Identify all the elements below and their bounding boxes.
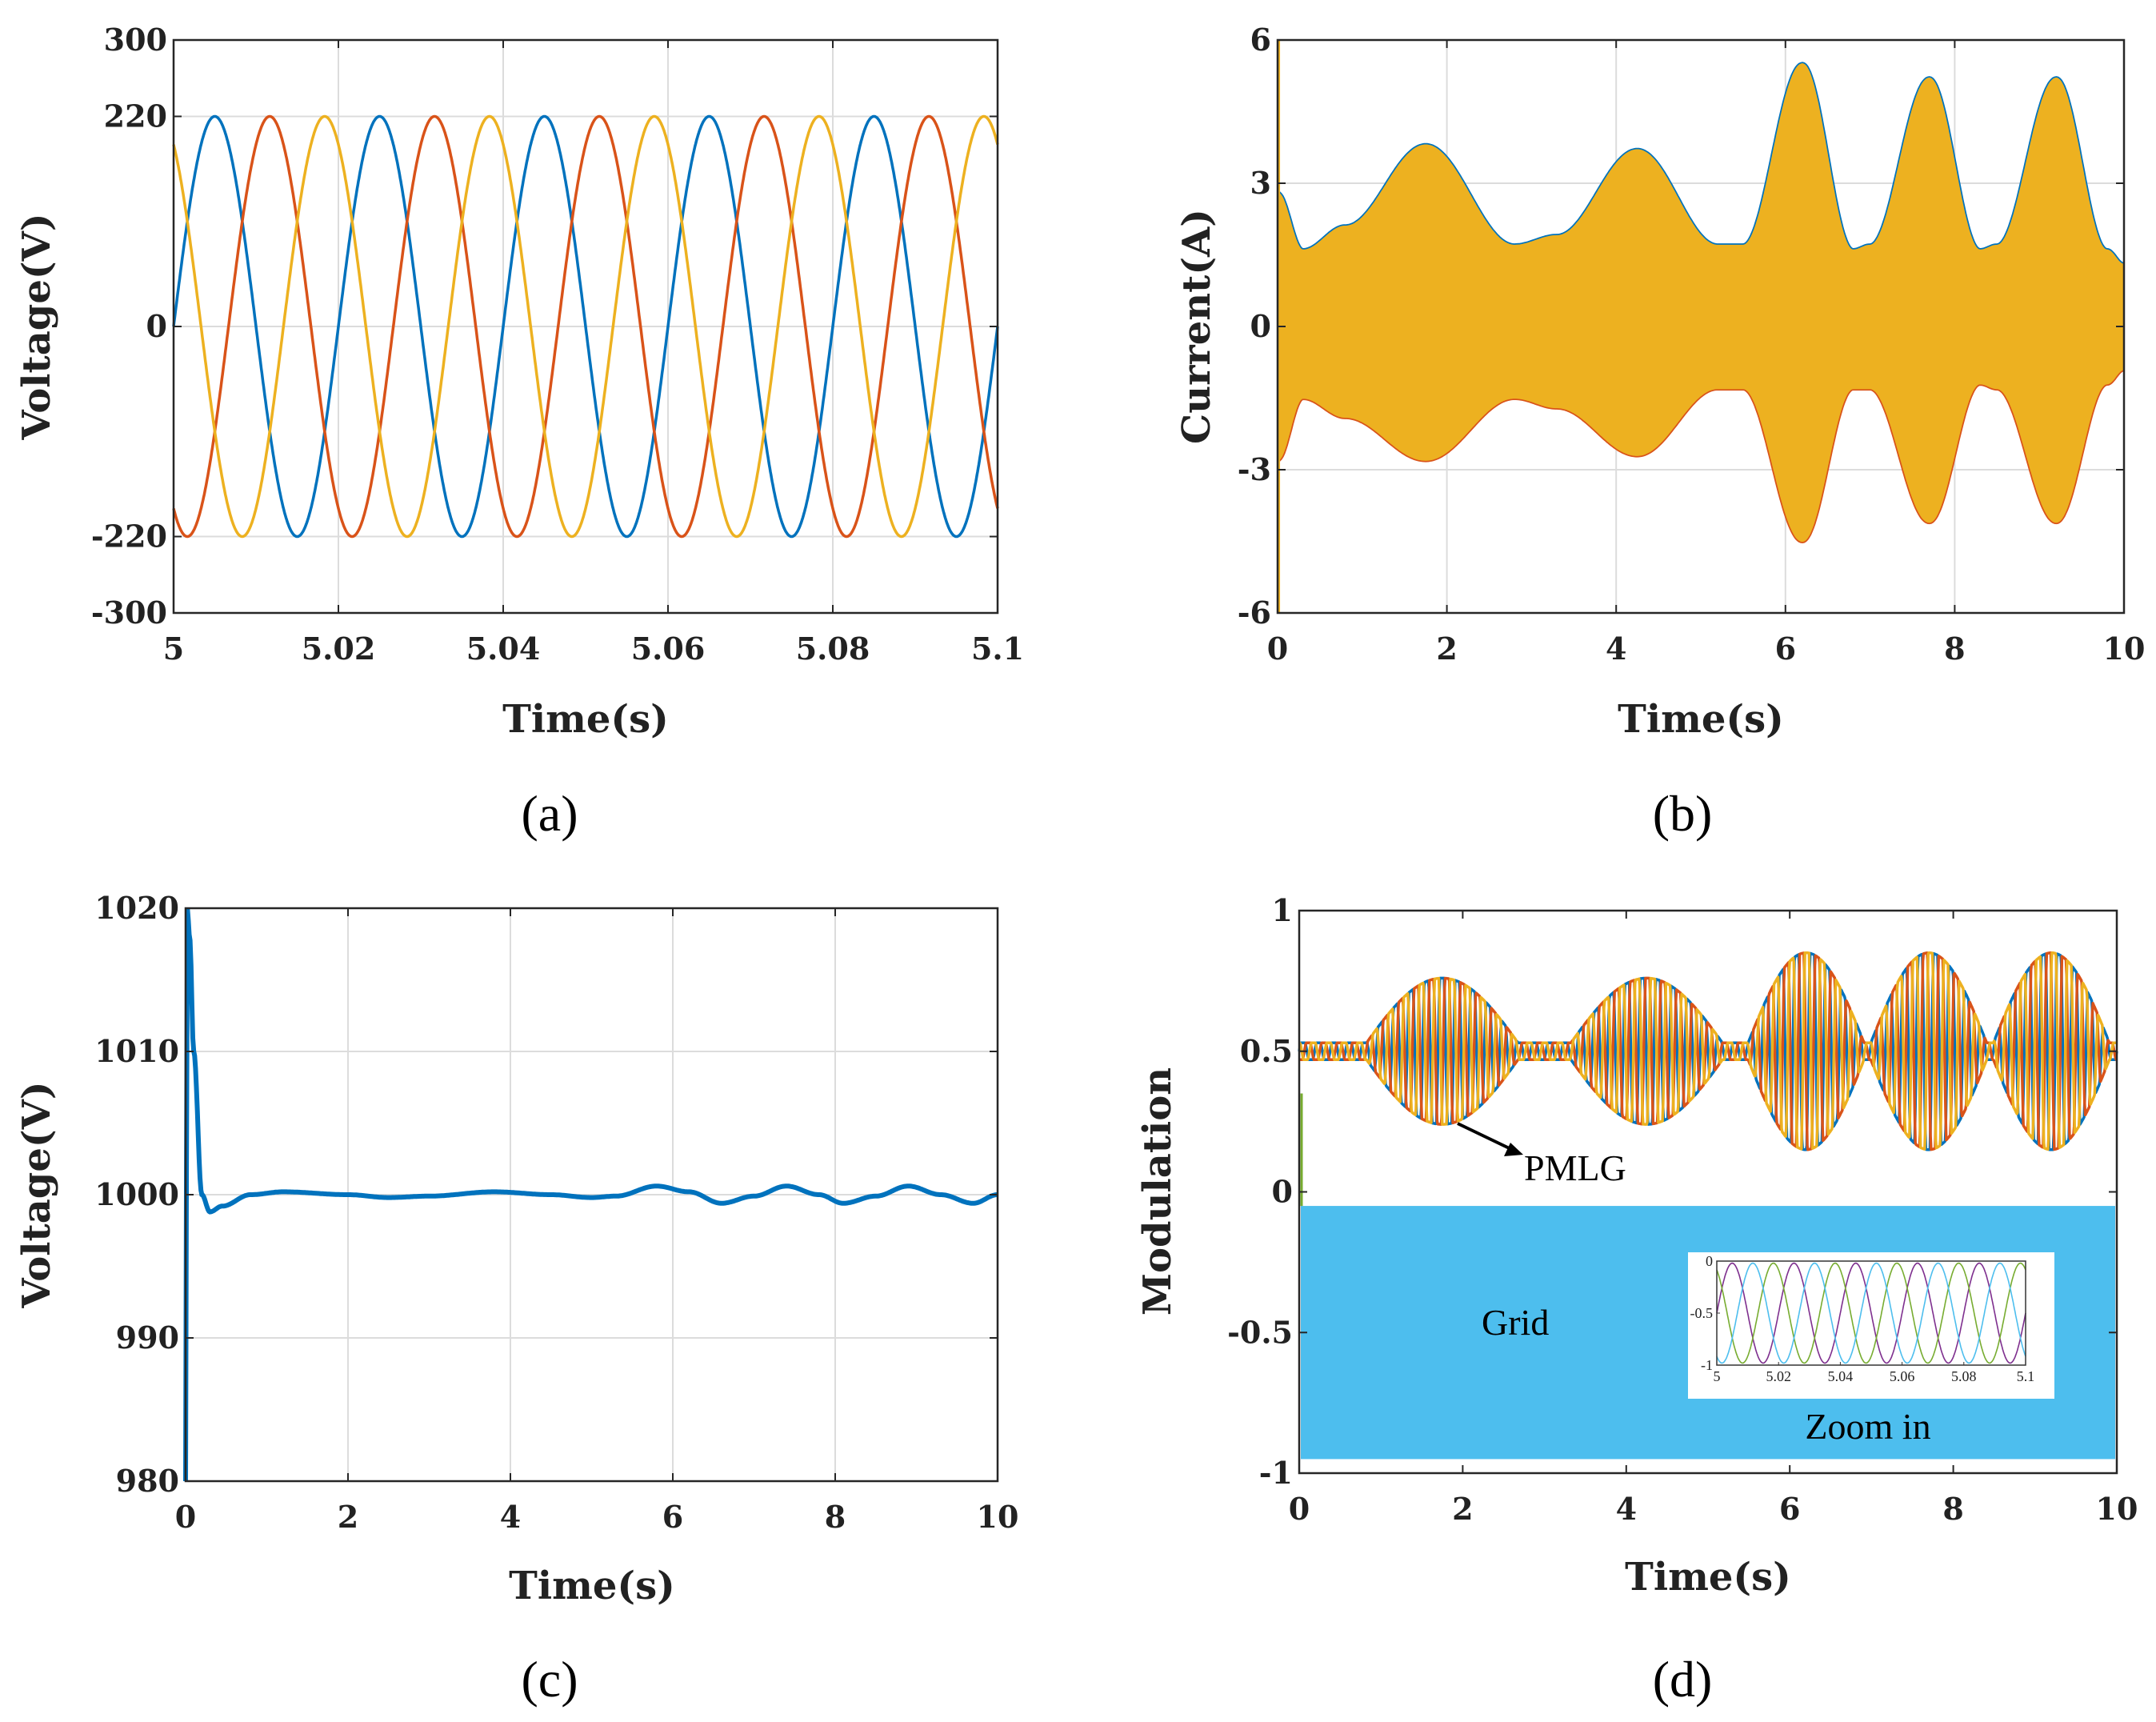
- panel-b-ticks: 0 2 4 6 8 10 -6 -3 0 3 6: [1238, 22, 2146, 667]
- pmlg-annotation: PMLG: [1457, 1122, 1626, 1188]
- zoom-inset-xtick-label: 5.02: [1766, 1368, 1791, 1384]
- panel-d-pmlg-line-1: [1298, 951, 2118, 1151]
- b-ytick-label: -3: [1238, 451, 1271, 487]
- c-xtick-label: 6: [662, 1499, 683, 1535]
- c-xtick-label: 10: [977, 1499, 1019, 1535]
- zoom-inset-background: [1688, 1252, 2054, 1399]
- c-ytick-label: 1010: [94, 1033, 179, 1069]
- panel-b-xlabel: Time(s): [1618, 697, 1784, 742]
- panel-c-ticks: 0 2 4 6 8 10 980 990 1000 1010 1020: [94, 890, 1018, 1535]
- a-ytick-label: 0: [146, 308, 167, 344]
- a-xtick-label: 5.02: [302, 631, 376, 667]
- b-ytick-label: 3: [1250, 165, 1271, 201]
- panel-a-ylabel: Voltage(V): [14, 213, 59, 440]
- b-xtick-label: 4: [1606, 631, 1626, 667]
- b-xtick-label: 6: [1775, 631, 1796, 667]
- panel-c: 0 2 4 6 8 10 980 990 1000 1010 1020 Time(s) Voltag…: [14, 890, 1018, 1708]
- b-xtick-label: 10: [2103, 631, 2146, 667]
- a-ytick-label: 220: [104, 98, 167, 134]
- panel-c-series: [183, 908, 998, 1482]
- panel-a-series-line-3: [172, 114, 999, 539]
- panel-a-label: (a): [521, 785, 578, 842]
- c-ytick-label: 1000: [94, 1176, 179, 1212]
- panel-d-xlabel: Time(s): [1625, 1555, 1791, 1600]
- d-xtick-label: 6: [1779, 1491, 1800, 1527]
- zoom-inset-ytick-label: -0.5: [1690, 1305, 1714, 1321]
- pmlg-arrow-head: [1504, 1143, 1523, 1156]
- c-ytick-label: 1020: [94, 890, 179, 926]
- panel-d-label: (d): [1653, 1651, 1713, 1708]
- b-xtick-label: 2: [1436, 631, 1457, 667]
- zoom-inset-xtick-label: 5.06: [1890, 1368, 1915, 1384]
- zoom-inset-xtick-label: 5.1: [2017, 1368, 2035, 1384]
- zoom-inset-xtick-label: 5.04: [1828, 1368, 1854, 1384]
- b-xtick-label: 0: [1267, 631, 1288, 667]
- panel-d: 0 2 4 6 8 10 -1 -0.5 0 0.5 1 PMLG Grid 5 5.02 5.04 5.…: [1135, 892, 2138, 1708]
- b-ytick-label: -6: [1238, 595, 1271, 631]
- a-xtick-label: 5.06: [631, 631, 706, 667]
- zoom-inset-ticks: 5 5.02 5.04 5.06 5.08 5.1 0 -0.5 -1: [1690, 1253, 2035, 1384]
- zoom-inset-ytick-label: -1: [1701, 1357, 1713, 1373]
- d-xtick-label: 4: [1616, 1491, 1637, 1527]
- panel-a-series-line-1: [172, 114, 999, 539]
- panel-d-pmlg-line-3: [1298, 951, 2118, 1151]
- a-ytick-label: -300: [91, 595, 167, 631]
- panel-b-ylabel: Current(A): [1174, 209, 1219, 444]
- panel-a-series: [172, 114, 999, 539]
- grid-label: Grid: [1482, 1302, 1549, 1343]
- zoom-inset-ytick-label: 0: [1706, 1253, 1713, 1269]
- d-xtick-label: 10: [2096, 1491, 2138, 1527]
- panel-b-label: (b): [1653, 785, 1713, 842]
- panel-a-xlabel: Time(s): [502, 697, 669, 742]
- a-xtick-label: 5.04: [466, 631, 541, 667]
- panel-a-series-line-2: [172, 114, 999, 539]
- panel-c-xlabel: Time(s): [509, 1564, 675, 1608]
- zoom-inset-line-1: [1716, 1262, 2026, 1364]
- zoom-inset: 5 5.02 5.04 5.06 5.08 5.1 0 -0.5 -1: [1688, 1252, 2054, 1399]
- d-ytick-label: 0.5: [1240, 1033, 1293, 1069]
- c-xtick-label: 8: [825, 1499, 846, 1535]
- b-ytick-label: 0: [1250, 308, 1271, 344]
- panel-c-label: (c): [521, 1651, 578, 1708]
- d-xtick-label: 8: [1942, 1491, 1963, 1527]
- a-ytick-label: -220: [91, 519, 167, 555]
- zoom-inset-xtick-label: 5.08: [1951, 1368, 1977, 1384]
- d-ytick-label: -1: [1259, 1455, 1293, 1491]
- d-xtick-label: 2: [1452, 1491, 1473, 1527]
- a-xtick-label: 5.08: [796, 631, 870, 667]
- d-ytick-label: 1: [1272, 892, 1293, 928]
- a-xtick-label: 5: [163, 631, 184, 667]
- a-ytick-label: 300: [104, 22, 167, 58]
- panel-d-ticks: 0 2 4 6 8 10 -1 -0.5 0 0.5 1: [1227, 892, 2138, 1527]
- panel-c-series-line: [183, 908, 998, 1482]
- c-xtick-label: 4: [500, 1499, 521, 1535]
- d-xtick-label: 0: [1289, 1491, 1310, 1527]
- zoom-inset-series: [1716, 1262, 2026, 1364]
- d-ytick-label: -0.5: [1227, 1314, 1293, 1350]
- c-xtick-label: 2: [338, 1499, 358, 1535]
- pmlg-arrow-line: [1457, 1122, 1518, 1154]
- zoom-in-label: Zoom in: [1805, 1406, 1930, 1447]
- zoom-inset-xtick-label: 5: [1714, 1368, 1721, 1384]
- panel-b: 0 2 4 6 8 10 -6 -3 0 3 6 Time(s) Current(A) (b): [1174, 22, 2145, 842]
- panel-c-ylabel: Voltage(V): [14, 1081, 59, 1308]
- panel-a-ticks: 5 5.02 5.04 5.06 5.08 5.1 -300 -220 0 220 300: [91, 22, 1024, 667]
- d-ytick-label: 0: [1272, 1174, 1293, 1210]
- panel-a: 5 5.02 5.04 5.06 5.08 5.1 -300 -220 0 220 300 Time…: [14, 22, 1024, 842]
- panel-d-ylabel: Modulation: [1135, 1067, 1180, 1316]
- c-ytick-label: 990: [116, 1320, 179, 1356]
- c-xtick-label: 0: [175, 1499, 196, 1535]
- c-ytick-label: 980: [116, 1463, 179, 1499]
- zoom-inset-line-2: [1716, 1262, 2026, 1364]
- zoom-inset-line-3: [1716, 1262, 2026, 1364]
- a-xtick-label: 5.1: [971, 631, 1024, 667]
- panel-d-pmlg-line-2: [1298, 951, 2118, 1151]
- pmlg-label: PMLG: [1524, 1147, 1626, 1188]
- b-ytick-label: 6: [1250, 22, 1271, 58]
- b-xtick-label: 8: [1944, 631, 1965, 667]
